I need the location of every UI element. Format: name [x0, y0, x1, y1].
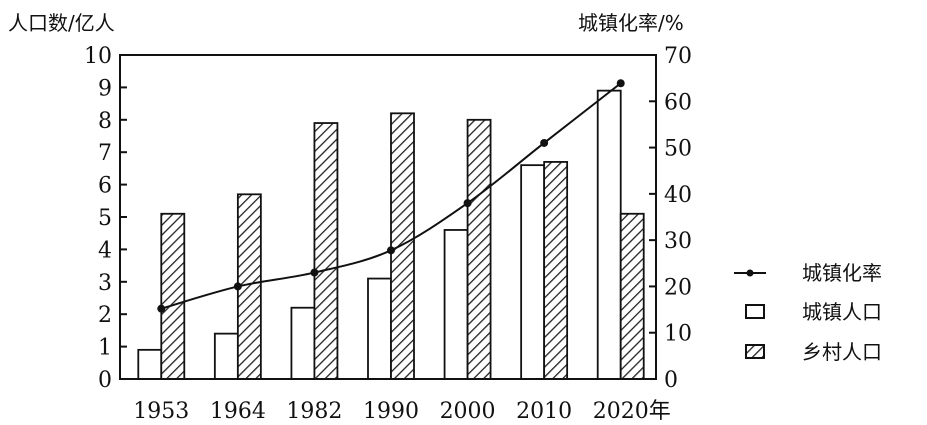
category-labels: 1953 1964 1982 1990 2000 2010 2020 年 [133, 399, 670, 424]
bar-urban-population [290, 306, 316, 380]
left-tick-label: 7 [98, 141, 112, 166]
category-label: 2000 [440, 399, 496, 424]
legend-hatched-swatch [745, 344, 765, 359]
left-tick-label: 4 [98, 238, 112, 263]
urbanization-rate-point [387, 246, 395, 255]
bar-urban-population [213, 332, 239, 380]
urbanization-line-group [157, 79, 625, 313]
right-tick-label: 70 [664, 44, 692, 69]
plot-frame [119, 54, 657, 380]
left-tick-label: 6 [98, 174, 112, 199]
right-axis-title: 城镇化率/% [578, 11, 684, 35]
bar-rural-population [313, 122, 339, 380]
right-tick-label: 40 [664, 183, 692, 208]
x-unit-label: 年 [649, 399, 671, 424]
urbanization-rate-point [233, 282, 242, 291]
left-tick-label: 8 [98, 109, 112, 134]
legend-label-rural-population: 乡村人口 [802, 340, 882, 364]
bar-urban-population [443, 229, 469, 380]
category-label: 1964 [210, 399, 266, 424]
right-tick-label: 30 [664, 229, 692, 254]
legend-label-urban-population: 城镇人口 [802, 300, 882, 324]
right-axis-ticks: 0 10 20 30 40 50 60 70 [649, 44, 692, 393]
left-tick-label: 3 [98, 271, 112, 296]
left-axis-ticks: 0 1 2 3 4 5 6 7 8 9 10 [84, 44, 127, 393]
bar-rural-population [619, 212, 645, 380]
legend-dot-swatch [746, 269, 754, 277]
urbanization-rate-point [157, 304, 166, 313]
category-label: 2020 [593, 399, 649, 424]
bar-rural-population [543, 161, 569, 380]
bar-rural-population [466, 118, 492, 380]
legend-label-urbanization-rate: 城镇化率 [802, 261, 882, 285]
right-tick-label: 50 [664, 137, 692, 162]
left-tick-label: 5 [98, 206, 112, 231]
legend-item-urbanization-rate: 城镇化率 [734, 261, 882, 285]
legend: 城镇化率 城镇人口 乡村人口 [734, 261, 882, 364]
bar-rural-population [390, 112, 415, 380]
left-tick-label: 1 [98, 336, 112, 361]
legend-item-urban-population: 城镇人口 [745, 300, 882, 324]
urbanization-rate-point [310, 268, 319, 277]
right-tick-label: 0 [664, 368, 678, 393]
left-tick-label: 10 [84, 44, 112, 69]
right-tick-label: 60 [664, 90, 692, 115]
bars-group [137, 89, 645, 380]
category-label: 1990 [363, 399, 419, 424]
right-tick-label: 10 [664, 322, 692, 347]
bar-urban-population [596, 89, 622, 380]
left-tick-label: 2 [98, 303, 112, 328]
bar-urban-population [520, 164, 546, 380]
category-label: 2010 [516, 399, 572, 424]
legend-hollow-swatch [745, 304, 765, 319]
category-label: 1982 [286, 399, 342, 424]
urbanization-rate-point [540, 138, 549, 147]
bar-urban-population [367, 277, 392, 380]
urbanization-rate-point [616, 79, 625, 88]
urbanization-rate-point [463, 199, 472, 208]
left-tick-label: 9 [98, 76, 112, 101]
bar-urban-population [137, 348, 163, 380]
legend-item-rural-population: 乡村人口 [745, 340, 882, 364]
bar-rural-population [160, 212, 186, 380]
category-label: 1953 [133, 399, 189, 424]
left-tick-label: 0 [98, 368, 112, 393]
right-tick-label: 20 [664, 275, 692, 300]
left-axis-title: 人口数/亿人 [8, 11, 115, 35]
